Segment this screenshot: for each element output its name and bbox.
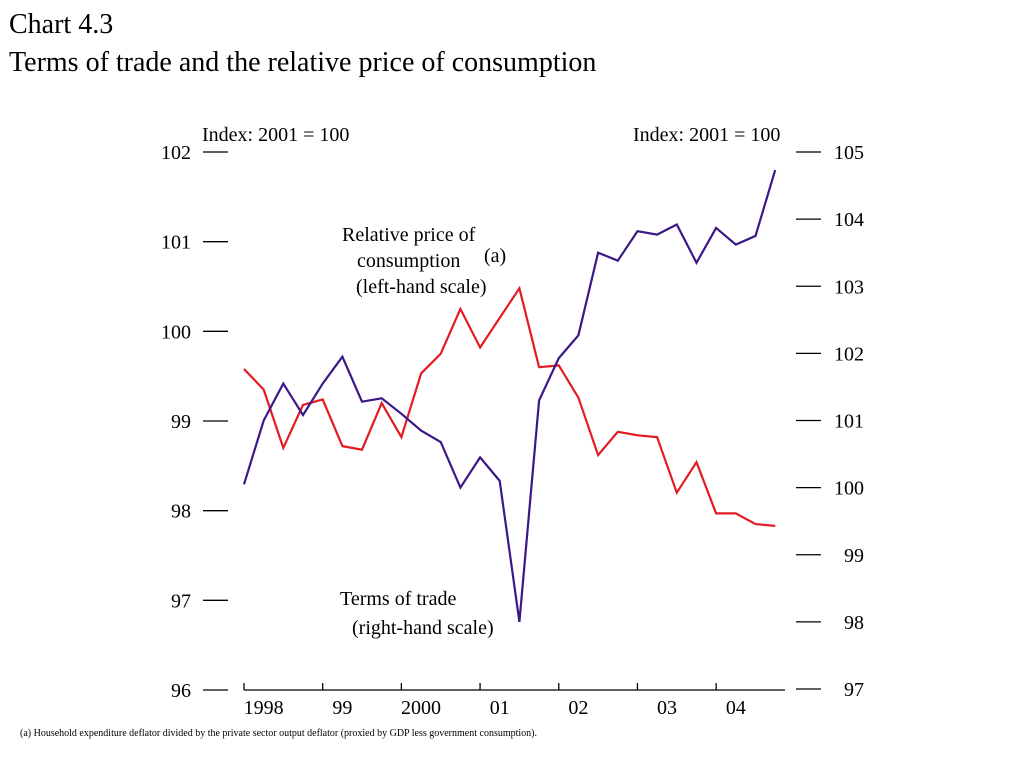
x-axis-tick-label: 1998 [244, 697, 284, 719]
left-axis-tick-label: 100 [161, 321, 191, 343]
axes-layer: 96 97 98 99 100 101 102 97 98 99 100 101 102 103 104 10… [161, 142, 864, 719]
relative-price-label-line3: (left-hand scale) [356, 276, 486, 298]
relative-price-label-line2: consumption [357, 250, 460, 272]
chart-number: Chart 4.3 [9, 9, 114, 40]
x-axis-tick-label: 03 [657, 697, 677, 719]
left-axis-tick-label: 101 [161, 232, 191, 254]
right-axis-tick-label: 99 [844, 545, 864, 567]
footnote: (a) Household expenditure deflator divid… [20, 728, 537, 739]
series-layer [242, 169, 777, 623]
x-axis-tick-label: 99 [332, 697, 352, 719]
relative-price-annotation: Relative price of consumption (a) (left-… [342, 224, 506, 298]
relative-price-label-line1: Relative price of [342, 224, 476, 246]
left-axis-tick-label: 99 [171, 411, 191, 433]
chart-title: Terms of trade and the relative price of… [9, 47, 597, 78]
terms-of-trade-label-line1: Terms of trade [340, 588, 456, 610]
left-axis-tick-label: 96 [171, 680, 191, 702]
right-axis-tick-label: 102 [834, 343, 864, 365]
right-axis-tick-label: 103 [834, 276, 864, 298]
right-axis-tick-label: 105 [834, 142, 864, 164]
left-axis-tick-label: 102 [161, 142, 191, 164]
left-axis-unit-label: Index: 2001 = 100 [202, 124, 349, 146]
right-axis-tick-label: 97 [844, 679, 864, 701]
left-axis-tick-label: 97 [171, 590, 191, 612]
relative-price-footnote-marker: (a) [484, 245, 506, 267]
left-axis-tick-label: 98 [171, 501, 191, 523]
right-axis-unit-label: Index: 2001 = 100 [633, 124, 780, 146]
right-axis-tick-label: 104 [834, 209, 864, 231]
x-axis-tick-label: 04 [726, 697, 746, 719]
terms-of-trade-annotation: Terms of trade (right-hand scale) [340, 588, 494, 639]
right-axis-tick-label: 101 [834, 411, 864, 433]
x-axis-tick-label: 01 [490, 697, 510, 719]
relative-price-line [243, 285, 776, 527]
right-axis-tick-label: 98 [844, 612, 864, 634]
terms-of-trade-line [242, 169, 777, 623]
right-axis-tick-label: 100 [834, 478, 864, 500]
chart-title-block: Chart 4.3 Terms of trade and the relativ… [9, 6, 596, 82]
terms-of-trade-label-line2: (right-hand scale) [352, 617, 494, 639]
x-axis-tick-label: 02 [568, 697, 588, 719]
x-axis-tick-label: 2000 [401, 697, 441, 719]
